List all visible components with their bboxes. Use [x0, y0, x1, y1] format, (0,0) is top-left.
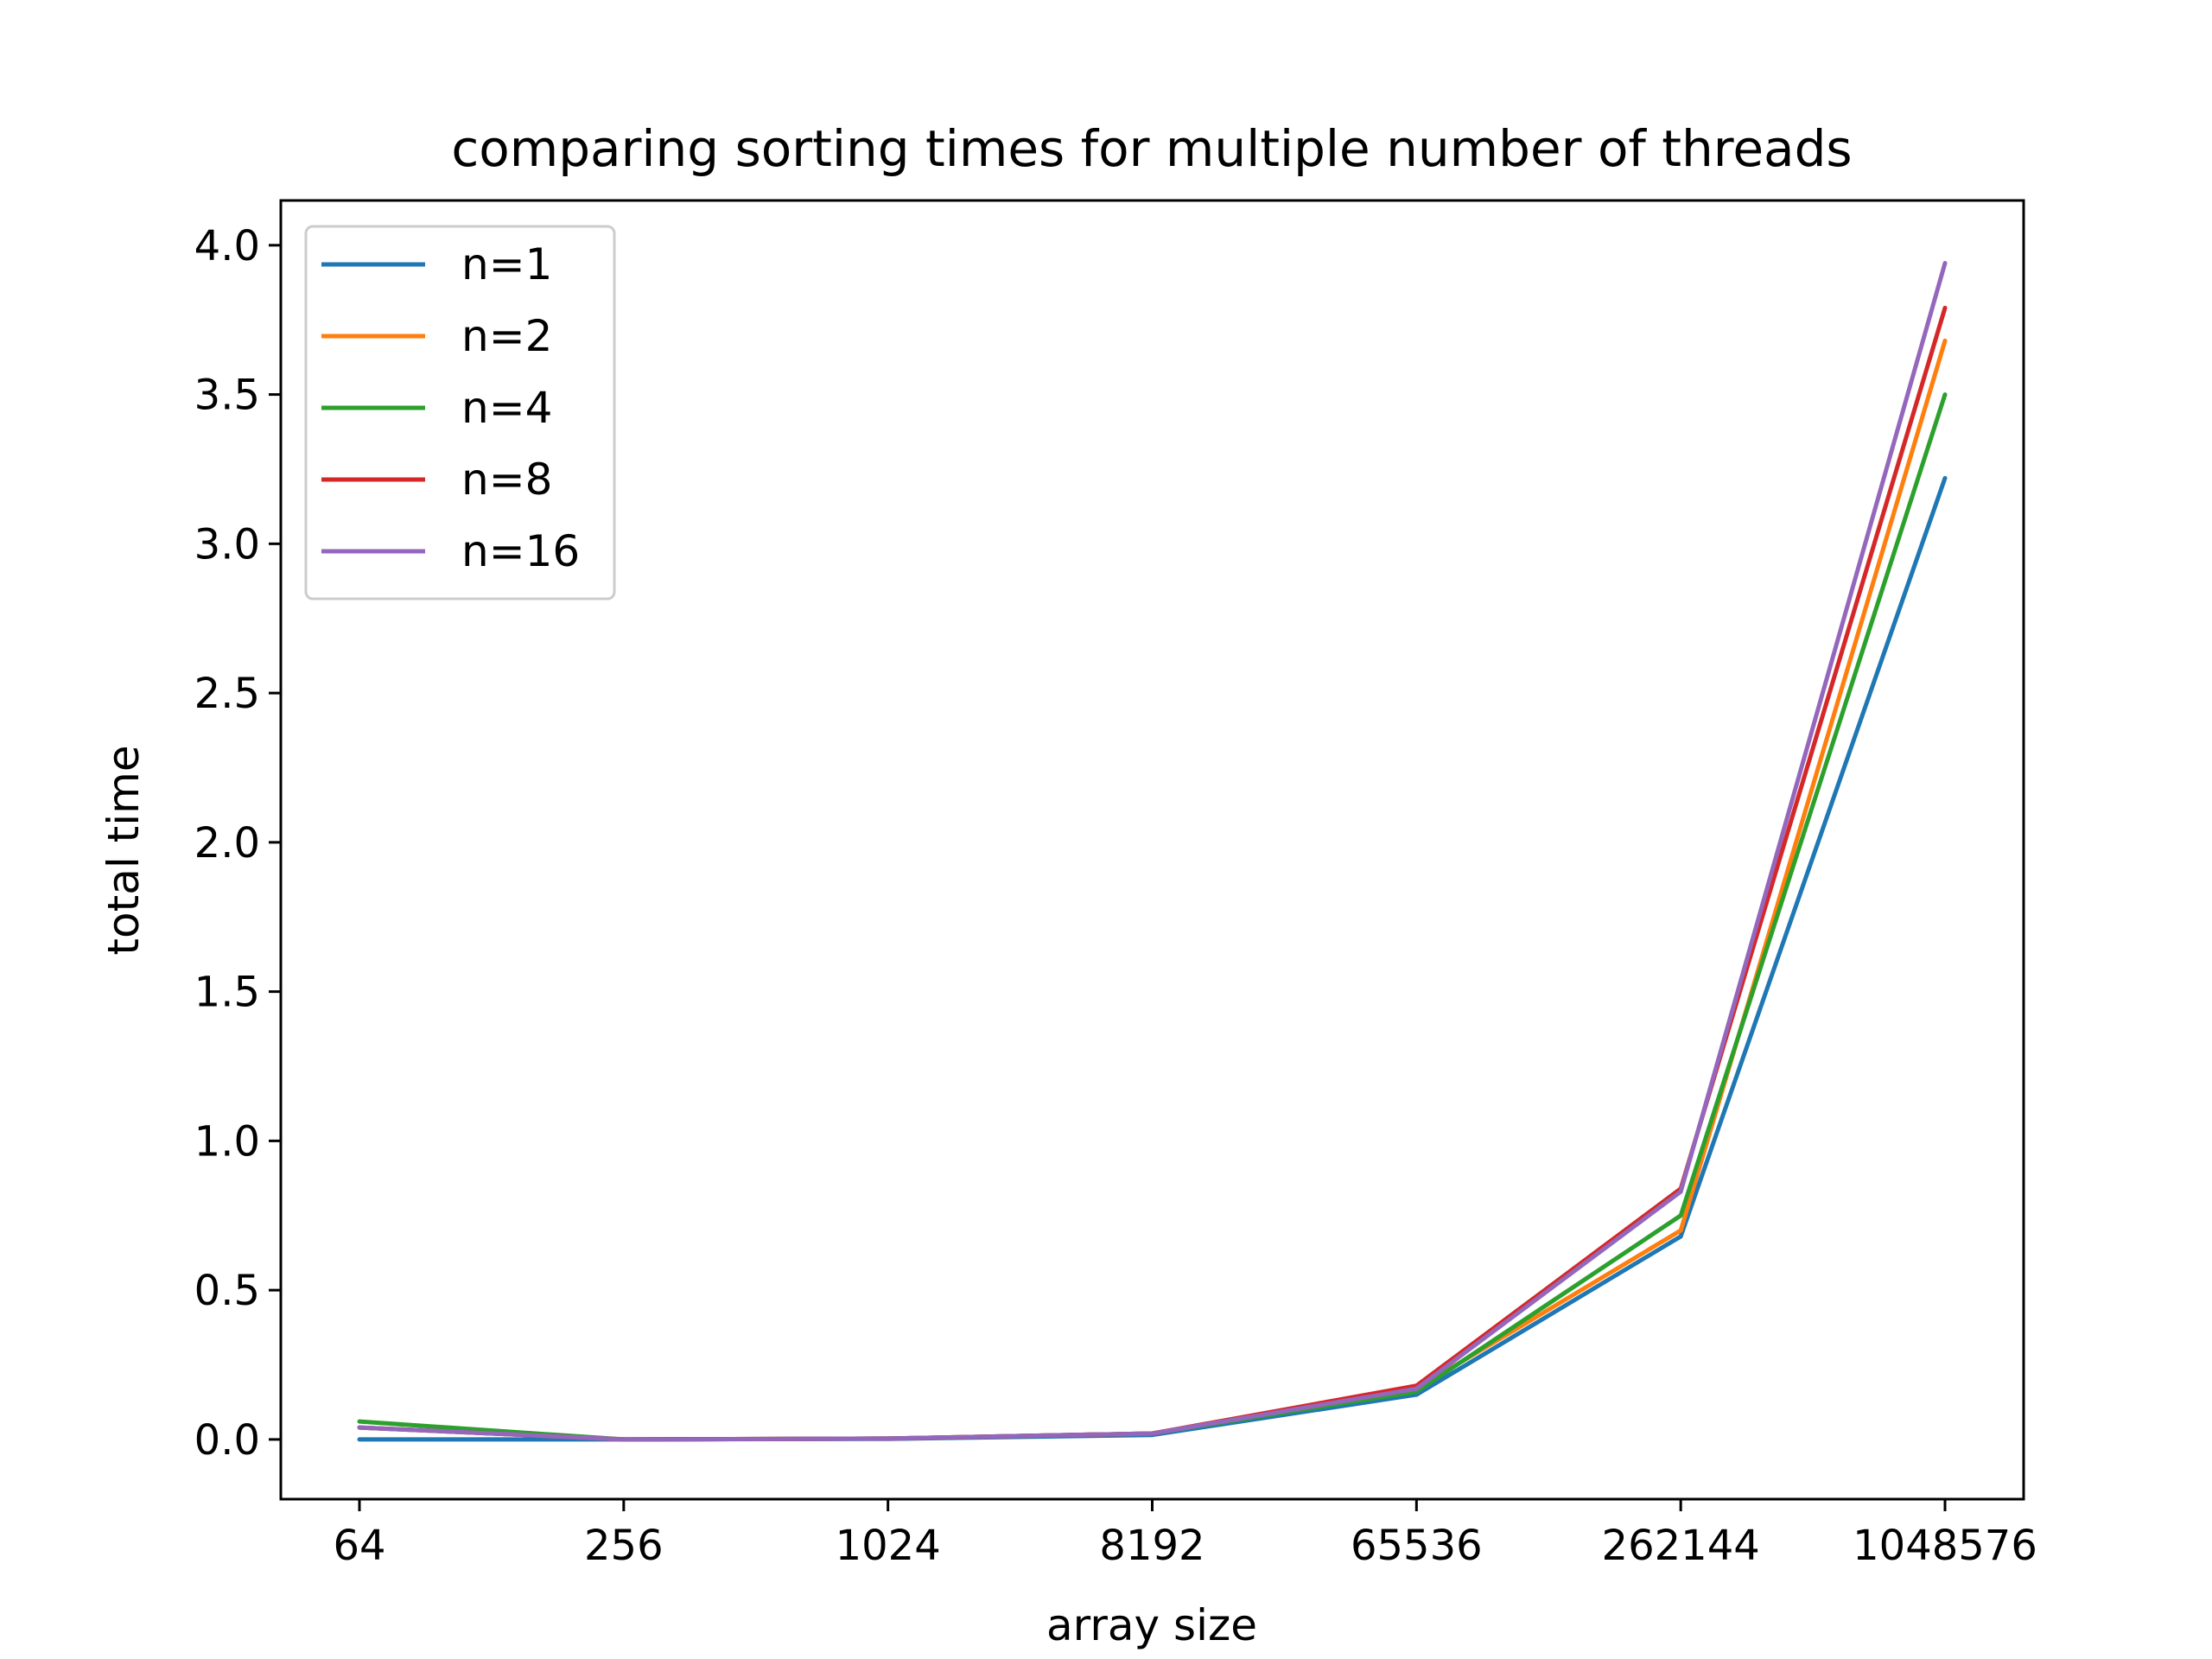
y-axis-label: total time — [99, 745, 149, 955]
legend: n=1 n=2 n=4 n=8 n=16 — [304, 225, 616, 601]
x-tick-label: 8192 — [1099, 1522, 1205, 1570]
data-point — [1678, 1213, 1683, 1218]
data-point — [357, 1437, 362, 1442]
x-tick-label: 65536 — [1351, 1522, 1483, 1570]
data-point — [1678, 1234, 1683, 1239]
legend-label: n=1 — [461, 239, 552, 289]
x-tick-label: 1048576 — [1853, 1522, 2037, 1570]
legend-label: n=16 — [461, 526, 580, 576]
x-tick-label: 64 — [333, 1522, 385, 1570]
data-point — [1942, 261, 1948, 266]
legend-label: n=4 — [461, 383, 552, 433]
y-tick-label: 3.0 — [194, 520, 260, 569]
data-point — [1414, 1386, 1419, 1391]
y-tick-label: 4.0 — [194, 222, 260, 270]
legend-label: n=8 — [461, 454, 552, 505]
y-tick-label: 0.5 — [194, 1267, 260, 1315]
x-axis-label: array size — [1046, 1600, 1257, 1650]
data-point — [1942, 475, 1948, 480]
data-point — [1678, 1228, 1683, 1233]
plot-area — [357, 261, 1948, 1442]
y-tick-label: 3.5 — [194, 372, 260, 420]
data-point — [1678, 1189, 1683, 1194]
chart-title: comparing sorting times for multiple num… — [451, 119, 1852, 178]
y-tick-label: 1.5 — [194, 969, 260, 1017]
data-point — [1942, 305, 1948, 310]
series-line-n=1 — [359, 477, 1948, 1442]
legend-label: n=2 — [461, 311, 552, 361]
data-point — [357, 1425, 362, 1430]
data-point — [1942, 338, 1948, 343]
y-tick-label: 2.5 — [194, 670, 260, 718]
data-point — [886, 1436, 891, 1441]
x-tick-label: 1024 — [836, 1522, 941, 1570]
y-tick-label: 0.0 — [194, 1416, 260, 1465]
data-point — [1150, 1431, 1154, 1436]
data-point — [621, 1437, 626, 1442]
data-point — [357, 1419, 362, 1424]
x-tick-label: 256 — [584, 1522, 664, 1570]
y-tick-label: 1.0 — [194, 1117, 260, 1166]
data-point — [1942, 392, 1948, 397]
y-tick-label: 2.0 — [194, 819, 260, 868]
x-tick-label: 262144 — [1602, 1522, 1760, 1570]
legend-box — [304, 225, 616, 601]
